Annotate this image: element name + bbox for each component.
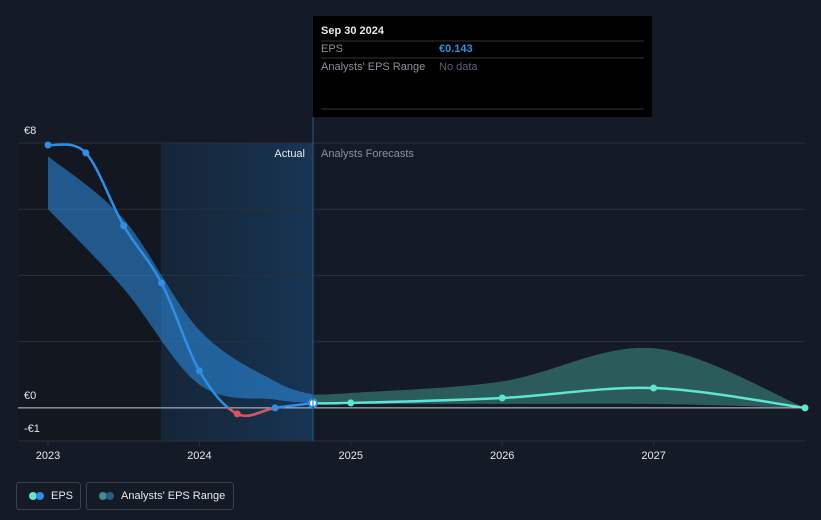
range-band bbox=[312, 347, 805, 408]
eps-line-negative bbox=[226, 408, 284, 418]
eps-point bbox=[347, 399, 355, 407]
x-tick-label: 2025 bbox=[339, 450, 363, 462]
legend-icon bbox=[106, 492, 114, 500]
x-tick-label: 2027 bbox=[641, 450, 665, 462]
eps-point bbox=[44, 141, 52, 149]
legend-icon bbox=[36, 492, 44, 500]
range-band bbox=[48, 156, 313, 403]
eps-point bbox=[120, 222, 128, 230]
x-tick-label: 2026 bbox=[490, 450, 514, 462]
forecast-label: Analysts Forecasts bbox=[321, 148, 414, 160]
legend-icon bbox=[99, 492, 107, 500]
tooltip-key: EPS bbox=[321, 43, 343, 55]
tooltip-value: No data bbox=[439, 61, 478, 73]
y-tick-label: €0 bbox=[24, 390, 36, 402]
tooltip-value: €0.143 bbox=[439, 43, 473, 55]
eps-point bbox=[233, 410, 241, 418]
tooltip-date: Sep 30 2024 bbox=[321, 25, 385, 37]
eps-point bbox=[498, 394, 506, 402]
eps-point bbox=[650, 384, 658, 392]
eps-point bbox=[82, 149, 90, 157]
actual-label: Actual bbox=[274, 148, 305, 160]
legend-item[interactable] bbox=[16, 482, 81, 510]
x-tick-label: 2024 bbox=[187, 450, 211, 462]
legend-icon bbox=[29, 492, 37, 500]
legend-label: EPS bbox=[51, 490, 73, 502]
tooltip-key: Analysts' EPS Range bbox=[321, 61, 425, 73]
legend-item[interactable] bbox=[86, 482, 234, 510]
eps-point bbox=[801, 404, 809, 412]
eps-point bbox=[271, 404, 279, 412]
eps-point bbox=[158, 279, 166, 287]
y-tick-label: €8 bbox=[24, 125, 36, 137]
eps-point bbox=[195, 367, 203, 375]
legend-label: Analysts' EPS Range bbox=[121, 490, 225, 502]
x-tick-label: 2023 bbox=[36, 450, 60, 462]
tooltip bbox=[313, 16, 652, 117]
y-tick-label: -€1 bbox=[24, 423, 40, 435]
